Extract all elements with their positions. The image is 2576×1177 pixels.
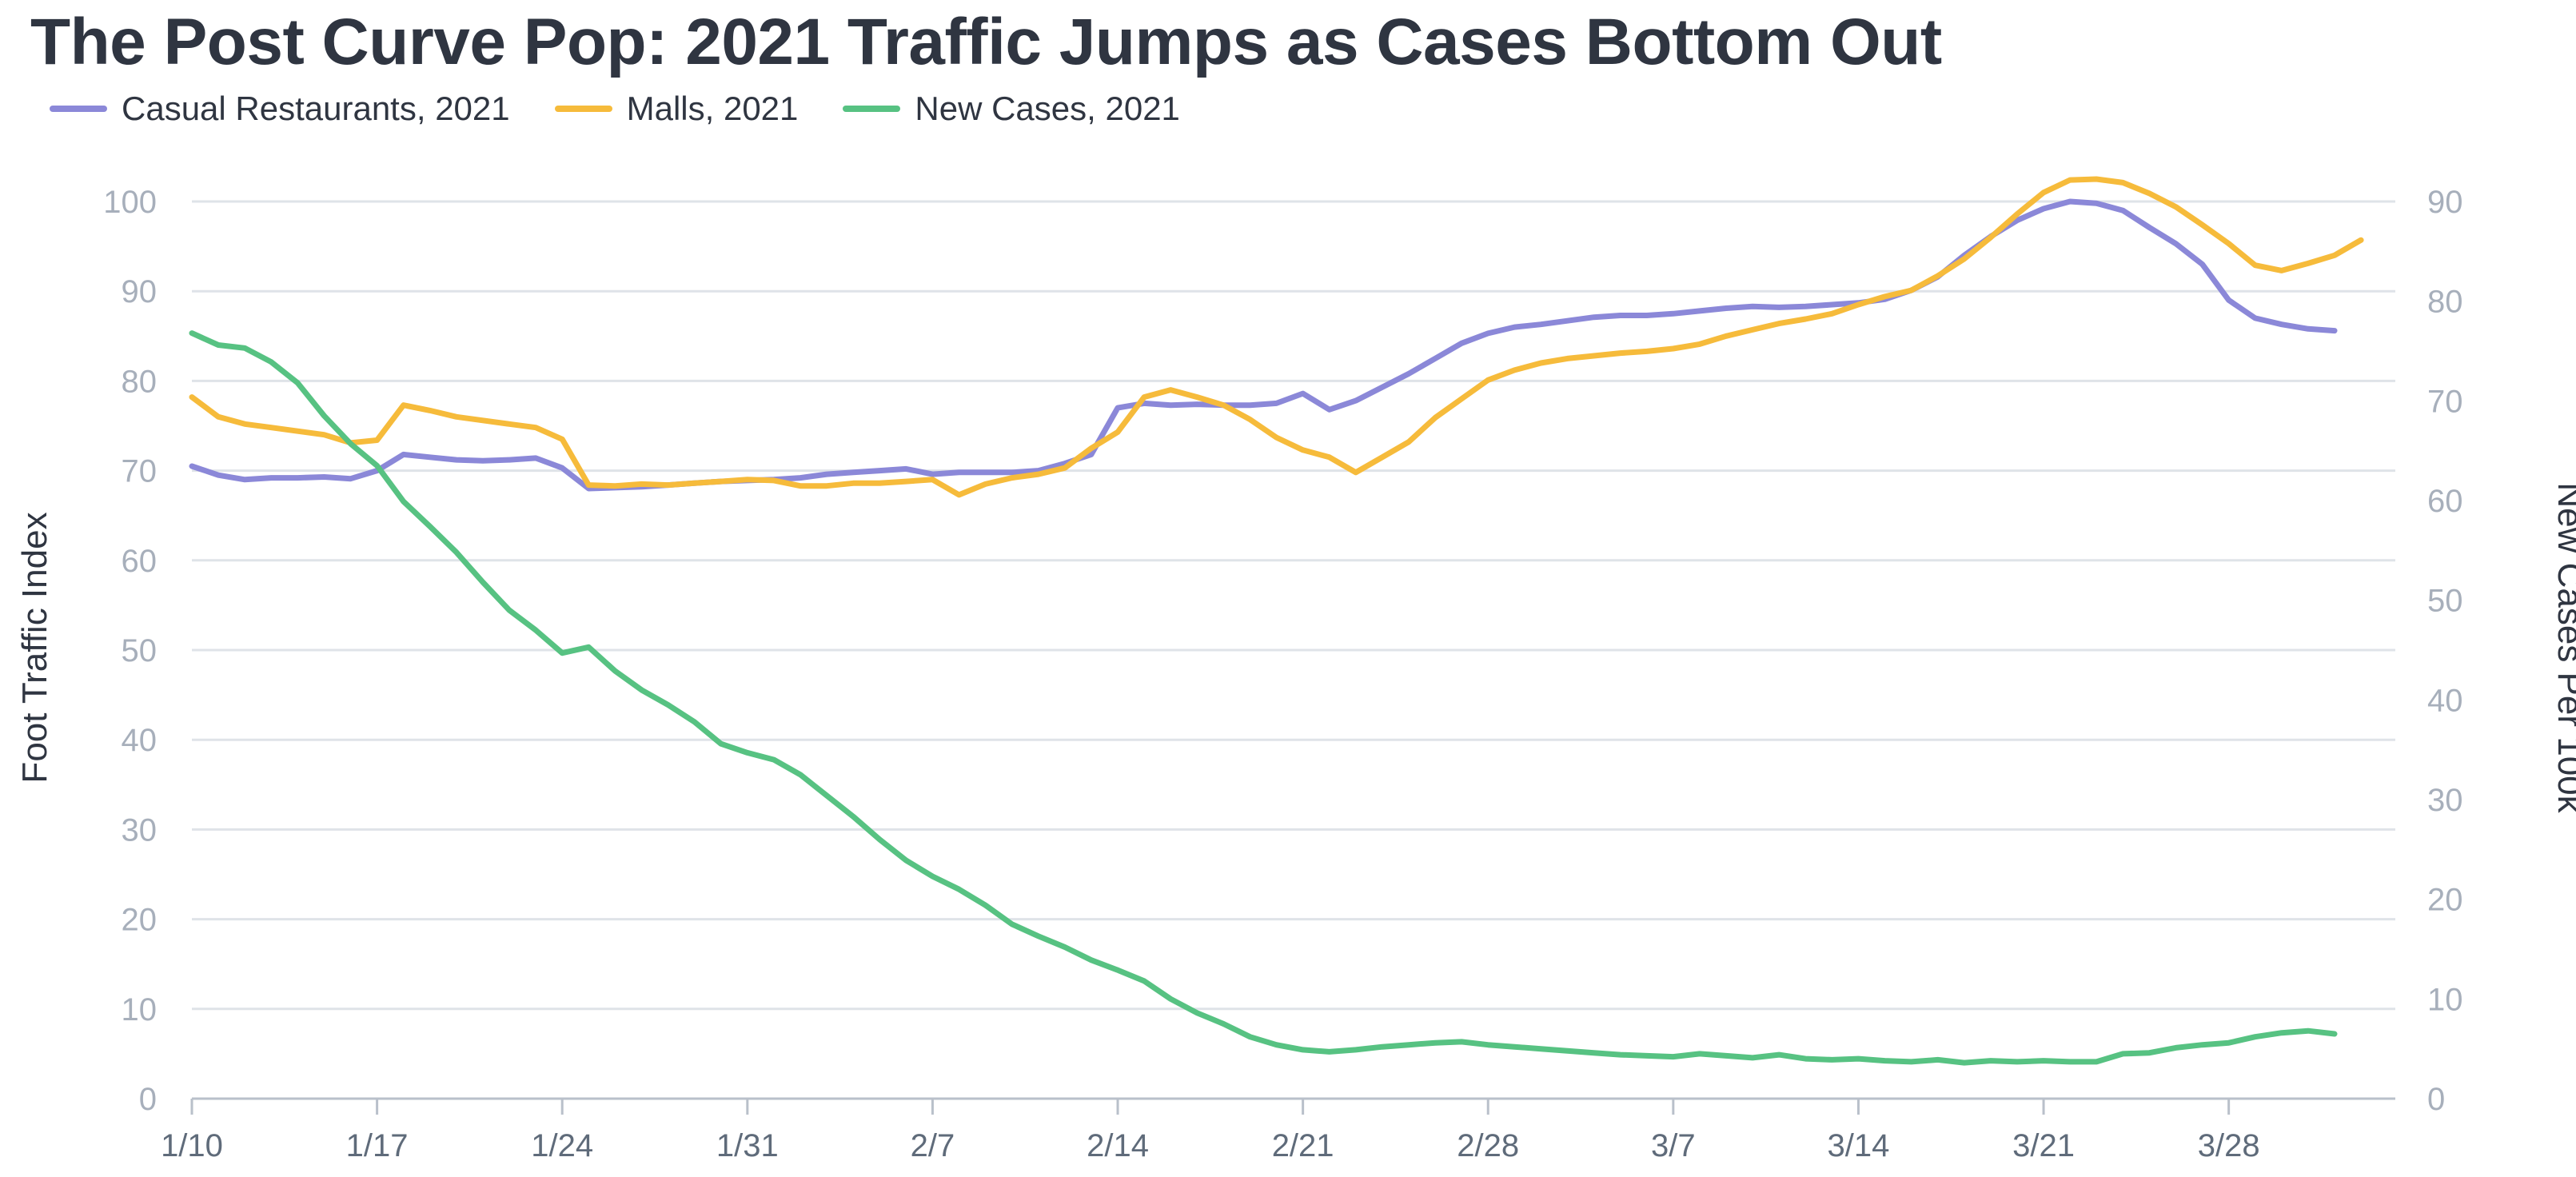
x-tick-label: 2/7 — [911, 1128, 955, 1163]
y-axis-right-ticks: 0 10 20 30 40 50 60 70 80 90 — [2427, 185, 2463, 1117]
y-axis-left-ticks: 0 10 20 30 40 50 60 70 80 90 100 — [103, 185, 157, 1117]
x-tick-label: 1/17 — [346, 1128, 409, 1163]
y-left-tick-label: 60 — [122, 544, 158, 579]
y-right-tick-label: 50 — [2427, 584, 2463, 619]
y-left-tick-label: 80 — [122, 364, 158, 399]
chart-legend: Casual Restaurants, 2021 Malls, 2021 New… — [50, 90, 1225, 128]
y-left-tick-label: 30 — [122, 812, 158, 848]
x-axis: 1/10 1/17 1/24 1/31 2/7 2/14 2/21 2/28 3/7 3/14 3/… — [161, 1099, 2260, 1163]
x-tick-label: 1/10 — [161, 1128, 223, 1163]
legend-swatch-new-cases — [843, 106, 901, 112]
chart-title: The Post Curve Pop: 2021 Traffic Jumps a… — [30, 6, 1942, 78]
y-left-tick-label: 20 — [122, 903, 158, 938]
series-line-malls-2021[interactable] — [189, 176, 2364, 498]
x-tick-label: 2/21 — [1272, 1128, 1334, 1163]
legend-label-malls: Malls, 2021 — [626, 90, 799, 127]
y-left-tick-label: 0 — [139, 1082, 157, 1117]
x-tick-label: 2/14 — [1087, 1128, 1149, 1163]
y-left-tick-label: 90 — [122, 274, 158, 309]
legend-label-casual-restaurants: Casual Restaurants, 2021 — [122, 90, 510, 127]
y-right-tick-label: 60 — [2427, 484, 2463, 519]
legend-item-new-cases[interactable]: New Cases, 2021 — [843, 90, 1180, 128]
legend-swatch-casual-restaurants — [50, 106, 107, 112]
y-right-tick-label: 80 — [2427, 285, 2463, 320]
y-axis-right-title: New Cases Per 100k — [2550, 482, 2576, 813]
series-line-casual-restaurants-2021[interactable] — [189, 198, 2338, 492]
y-left-tick-label: 70 — [122, 454, 158, 489]
y-right-tick-label: 40 — [2427, 683, 2463, 718]
y-right-tick-label: 70 — [2427, 384, 2463, 419]
x-tick-label: 3/21 — [2012, 1128, 2075, 1163]
y-right-tick-label: 20 — [2427, 883, 2463, 918]
gridlines — [192, 200, 2395, 1100]
legend-swatch-malls — [554, 106, 612, 112]
y-right-tick-label: 30 — [2427, 783, 2463, 818]
y-left-tick-label: 40 — [122, 723, 158, 758]
y-right-tick-label: 0 — [2427, 1082, 2445, 1117]
y-right-tick-label: 10 — [2427, 982, 2463, 1017]
x-tick-label: 3/28 — [2198, 1128, 2260, 1163]
series-line-new-cases-2021[interactable] — [189, 330, 2338, 1066]
series-layer — [189, 176, 2364, 1066]
x-tick-label: 3/7 — [1651, 1128, 1696, 1163]
y-axis-left-title: Foot Traffic Index — [15, 512, 54, 783]
legend-item-malls[interactable]: Malls, 2021 — [554, 90, 799, 128]
y-left-tick-label: 50 — [122, 633, 158, 668]
x-tick-label: 3/14 — [1828, 1128, 1890, 1163]
y-right-tick-label: 90 — [2427, 185, 2463, 220]
x-tick-label: 1/31 — [716, 1128, 779, 1163]
legend-label-new-cases: New Cases, 2021 — [915, 90, 1180, 127]
y-left-tick-label: 10 — [122, 992, 158, 1027]
legend-item-casual-restaurants[interactable]: Casual Restaurants, 2021 — [50, 90, 510, 128]
x-tick-label: 1/24 — [531, 1128, 593, 1163]
y-left-tick-label: 100 — [103, 185, 157, 220]
x-tick-label: 2/28 — [1457, 1128, 1519, 1163]
